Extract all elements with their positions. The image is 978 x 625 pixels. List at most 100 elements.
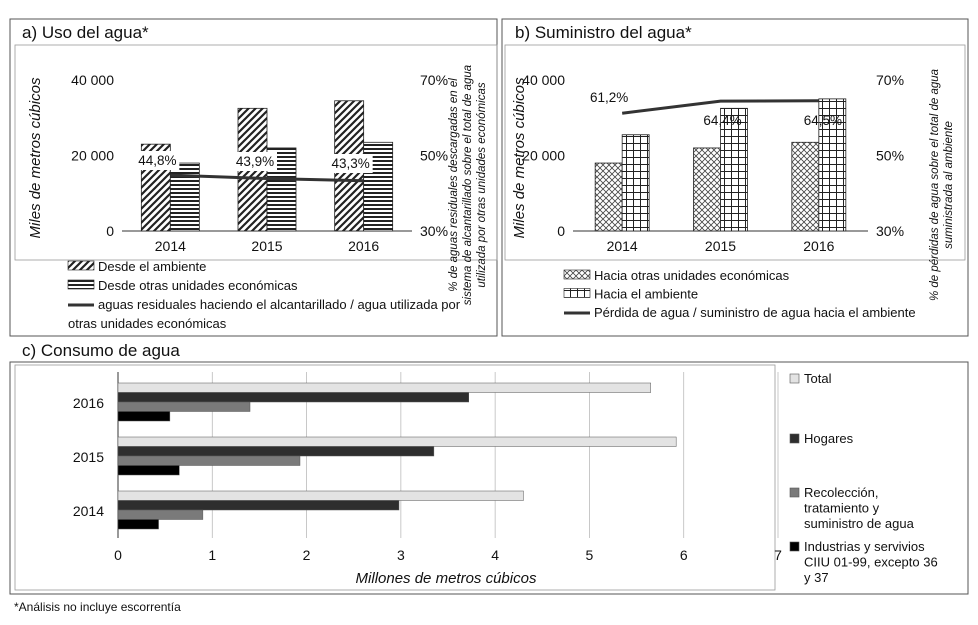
panel-c-category-label: 2014 — [73, 503, 104, 519]
panel-a-data-label-box — [135, 151, 180, 170]
panel-b-ytick-label: 40 000 — [522, 72, 565, 88]
panel-b-plot-frame — [504, 44, 966, 261]
panel-b-ylabel: Miles de metros cúbicos — [511, 77, 528, 238]
panel-a-legend-label: Desde el ambiente — [98, 259, 206, 274]
panel-c-legend-swatch — [789, 373, 800, 384]
panel-c-legend-label: CIIU 01-99, excepto 36 — [804, 555, 938, 570]
panel-a-ytick-label: 20 000 — [71, 148, 114, 164]
panel-b-y2label-line-1: % de pérdidas de agua sobre el total de … — [929, 69, 941, 301]
panel-c-xtick-label: 4 — [491, 547, 499, 563]
panel-b-legend-label: Hacia otras unidades económicas — [594, 268, 790, 283]
panel-a-legend-swatch — [67, 279, 95, 290]
panel-c-legend-swatch — [789, 487, 800, 498]
panel-a-ylabel: Miles de metros cúbicos — [27, 77, 44, 238]
panel-c-bar — [117, 500, 400, 511]
panel-a-data-label: 43,9% — [236, 154, 274, 169]
panel-b-bar — [693, 147, 721, 232]
panel-c-legend-label: tratamiento y — [804, 501, 880, 516]
panel-c-xtick-label: 5 — [586, 547, 594, 563]
panel-c-bar — [117, 446, 435, 457]
panel-c-legend-label: Industrias y servivios — [804, 539, 925, 554]
panel-c-bar — [117, 392, 469, 403]
panel-b-bar — [818, 98, 847, 232]
panel-c-xtick-label: 0 — [114, 547, 122, 563]
panel-b-y2tick-label: 70% — [876, 72, 904, 88]
panel-c-xlabel: Millones de metros cúbicos — [356, 570, 537, 587]
panel-a-title: a) Uso del agua* — [22, 23, 149, 42]
panel-a-y2tick-label: 50% — [420, 148, 448, 164]
panel-b-legend-swatch — [563, 288, 591, 298]
panel-b-legend-label: Hacia el ambiente — [594, 287, 698, 302]
panel-c-bar — [117, 519, 159, 530]
panel-a-legend-label: Desde otras unidades económicas — [98, 278, 298, 293]
panel-b-data-label: 64,4% — [703, 113, 741, 128]
panel-a-legend-label: aguas residuales haciendo el alcantarill… — [98, 297, 461, 312]
panel-c-title: c) Consumo de agua — [22, 341, 180, 360]
panel-c-legend-label: Hogares — [804, 431, 854, 446]
panel-b-ytick-label: 0 — [557, 223, 565, 239]
panel-a-data-label-box — [328, 154, 373, 173]
panel-b-xtick-label: 2015 — [705, 238, 736, 254]
panel-b-ratio-line — [621, 99, 819, 115]
panel-c-bar — [117, 465, 180, 476]
panel-b-bar — [621, 134, 650, 232]
panel-b-data-label: 61,2% — [590, 90, 628, 105]
panel-b-bar — [791, 141, 820, 232]
panel-a-xtick-label: 2015 — [251, 238, 282, 254]
panel-c-category-label: 2015 — [73, 449, 104, 465]
panel-b-bar — [720, 107, 748, 232]
panel-b-legend-swatch — [563, 269, 591, 280]
panel-c-legend-label: Total — [804, 371, 832, 386]
panel-c-bar — [117, 509, 204, 520]
panel-b-y2tick-label: 30% — [876, 223, 904, 239]
panel-a-ytick-label: 40 000 — [71, 72, 114, 88]
panel-b-ytick-label: 20 000 — [522, 148, 565, 164]
panel-a-ratio-line — [170, 173, 364, 183]
panel-a-plot-frame — [14, 44, 498, 261]
panel-c-legend-label: Recolección, — [804, 485, 878, 500]
panel-c-bar — [117, 411, 171, 422]
panel-a-data-label: 44,8% — [138, 153, 176, 168]
panel-b-bar — [594, 162, 623, 232]
panel-a-xtick-label: 2014 — [155, 238, 186, 254]
panel-c-legend-swatch — [789, 433, 800, 444]
panel-a-y2label-line-1: % de aguas residuales descargadas en el — [448, 78, 460, 292]
panel-b-frame — [501, 18, 969, 337]
panel-c-bar — [117, 401, 251, 412]
panel-a-legend-label: otras unidades económicas — [68, 316, 227, 331]
panel-b-xtick-label: 2014 — [607, 238, 638, 254]
panel-a-data-label-box — [233, 152, 277, 171]
panel-c-bar — [117, 382, 651, 393]
panel-b-legend-label: Pérdida de agua / suministro de agua hac… — [594, 305, 916, 320]
panel-c-legend-label: suministro de agua — [804, 516, 915, 531]
panel-a-y2tick-label: 70% — [420, 72, 448, 88]
panel-a-legend-swatch — [67, 260, 95, 271]
panel-c-plot-frame — [14, 364, 776, 591]
footnote: *Análisis no incluye escorrentía — [14, 600, 181, 614]
panel-a-xtick-label: 2016 — [348, 238, 379, 254]
panel-b-y2tick-label: 50% — [876, 148, 904, 164]
panel-c-legend-label: y 37 — [804, 570, 829, 585]
panel-a-y2label-line-2: sistema de alcantarillado sobre el total… — [462, 65, 474, 305]
panel-b-y2label-line-2: suministrada al ambiente — [943, 121, 955, 249]
panel-a-ytick-label: 0 — [106, 223, 114, 239]
panel-a-bar — [169, 162, 200, 232]
panel-c-xtick-label: 7 — [774, 547, 782, 563]
panel-b-title: b) Suministro del agua* — [515, 23, 692, 42]
panel-c-legend-swatch — [789, 541, 800, 552]
panel-c-bar — [117, 490, 524, 501]
panel-c-bar — [117, 455, 301, 466]
panel-c-xtick-label: 2 — [303, 547, 311, 563]
panel-b-data-label: 64,5% — [804, 113, 842, 128]
panel-c-bar — [117, 436, 677, 447]
panel-c-category-label: 2016 — [73, 395, 104, 411]
panel-a-y2tick-label: 30% — [420, 223, 448, 239]
panel-c-frame — [9, 361, 969, 595]
panel-b-xtick-label: 2016 — [803, 238, 834, 254]
panel-a-y2label-line-3: utilizada por otras unidades económicas — [476, 82, 488, 287]
panel-c-xtick-label: 1 — [208, 547, 216, 563]
panel-a-data-label: 43,3% — [332, 156, 370, 171]
